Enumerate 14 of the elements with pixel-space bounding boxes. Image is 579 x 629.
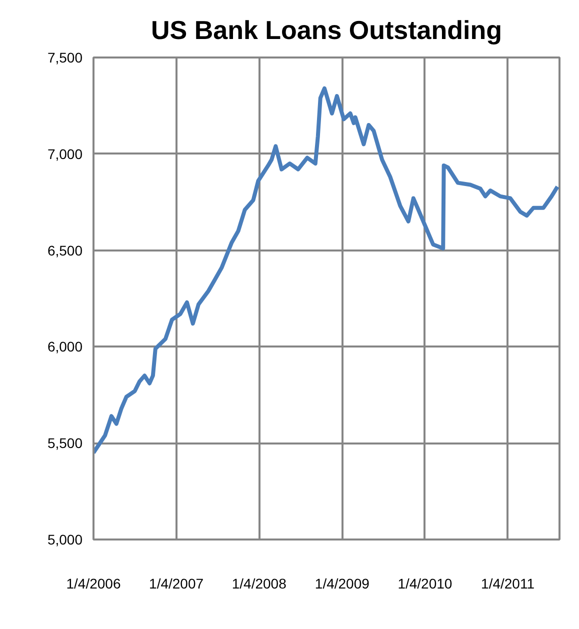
chart-title: US Bank Loans Outstanding <box>150 15 502 45</box>
x-tick-label: 1/4/2008 <box>232 576 287 592</box>
y-tick-label: 7,000 <box>47 146 83 162</box>
y-tick-label: 5,500 <box>47 435 83 452</box>
y-tick-label: 6,000 <box>47 338 83 355</box>
line-series <box>94 86 560 455</box>
x-tick-label: 1/4/2011 <box>481 576 535 592</box>
x-tick-label: 1/4/2006 <box>66 576 121 592</box>
y-tick-label: 6,500 <box>47 242 83 258</box>
y-tick-label: 5,000 <box>47 532 83 548</box>
y-tick-label: 7,500 <box>47 50 83 66</box>
x-tick-label: 1/4/2007 <box>149 576 204 592</box>
x-tick-label: 1/4/2010 <box>398 576 452 592</box>
x-tick-label: 1/4/2009 <box>314 576 370 592</box>
